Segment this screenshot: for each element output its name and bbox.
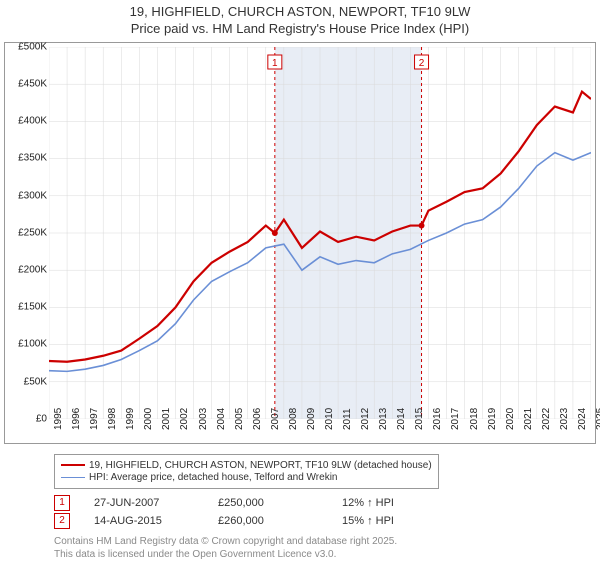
x-tick-label: 2025 — [595, 408, 600, 430]
x-tick-label: 2015 — [414, 408, 425, 430]
y-tick-label: £450K — [7, 78, 47, 89]
y-tick-label: £500K — [7, 41, 47, 52]
svg-text:2: 2 — [419, 58, 425, 69]
x-tick-label: 2010 — [324, 408, 335, 430]
attribution: Contains HM Land Registry data © Crown c… — [54, 535, 596, 561]
sale-marker-box: 2 — [54, 513, 70, 529]
y-tick-label: £100K — [7, 339, 47, 350]
x-tick-label: 2002 — [179, 408, 190, 430]
sale-list: 1 27-JUN-2007 £250,000 12% ↑ HPI 2 14-AUG-201… — [4, 495, 596, 529]
legend-swatch — [61, 477, 85, 478]
x-tick-label: 2011 — [342, 408, 353, 430]
legend-item: 19, HIGHFIELD, CHURCH ASTON, NEWPORT, TF… — [61, 460, 432, 471]
sale-delta: 12% ↑ HPI — [342, 497, 394, 509]
y-tick-label: £200K — [7, 264, 47, 275]
x-tick-label: 1998 — [107, 408, 118, 430]
x-tick-label: 2020 — [505, 408, 516, 430]
legend-item: HPI: Average price, detached house, Telf… — [61, 472, 432, 483]
title-line-1: 19, HIGHFIELD, CHURCH ASTON, NEWPORT, TF… — [130, 4, 471, 19]
legend-label: 19, HIGHFIELD, CHURCH ASTON, NEWPORT, TF… — [89, 460, 432, 471]
y-tick-label: £300K — [7, 190, 47, 201]
sale-row: 2 14-AUG-2015 £260,000 15% ↑ HPI — [54, 513, 596, 529]
x-tick-label: 1996 — [71, 408, 82, 430]
chart-svg: 12 — [49, 47, 591, 419]
x-tick-label: 2016 — [432, 408, 443, 430]
x-tick-label: 1995 — [53, 408, 64, 430]
x-tick-label: 2004 — [216, 408, 227, 430]
x-tick-label: 2005 — [234, 408, 245, 430]
y-tick-label: £0 — [7, 413, 47, 424]
x-tick-label: 2006 — [252, 408, 263, 430]
y-tick-label: £50K — [7, 376, 47, 387]
sale-price: £250,000 — [218, 497, 318, 509]
x-tick-label: 2024 — [577, 408, 588, 430]
x-tick-label: 2012 — [360, 408, 371, 430]
x-tick-label: 2009 — [306, 408, 317, 430]
x-tick-label: 2019 — [487, 408, 498, 430]
sale-price: £260,000 — [218, 515, 318, 527]
sale-row: 1 27-JUN-2007 £250,000 12% ↑ HPI — [54, 495, 596, 511]
title-line-2: Price paid vs. HM Land Registry's House … — [131, 21, 469, 36]
x-tick-label: 2013 — [378, 408, 389, 430]
x-tick-label: 1997 — [89, 408, 100, 430]
x-tick-label: 2018 — [469, 408, 480, 430]
chart-title: 19, HIGHFIELD, CHURCH ASTON, NEWPORT, TF… — [4, 4, 596, 38]
sale-delta: 15% ↑ HPI — [342, 515, 394, 527]
legend-swatch — [61, 464, 85, 466]
x-tick-label: 2023 — [559, 408, 570, 430]
x-tick-label: 2014 — [396, 408, 407, 430]
x-tick-label: 2021 — [523, 408, 534, 430]
legend-label: HPI: Average price, detached house, Telf… — [89, 472, 338, 483]
sale-marker-box: 1 — [54, 495, 70, 511]
x-tick-label: 2017 — [450, 408, 461, 430]
x-tick-label: 2000 — [143, 408, 154, 430]
attribution-line: Contains HM Land Registry data © Crown c… — [54, 536, 397, 547]
sale-date: 27-JUN-2007 — [94, 497, 194, 509]
sale-date: 14-AUG-2015 — [94, 515, 194, 527]
x-tick-label: 2003 — [198, 408, 209, 430]
x-tick-label: 2022 — [541, 408, 552, 430]
x-tick-label: 2008 — [288, 408, 299, 430]
svg-text:1: 1 — [272, 58, 278, 69]
x-tick-label: 2007 — [270, 408, 281, 430]
attribution-line: This data is licensed under the Open Gov… — [54, 549, 336, 560]
y-tick-label: £350K — [7, 153, 47, 164]
y-tick-label: £150K — [7, 302, 47, 313]
y-tick-label: £250K — [7, 227, 47, 238]
x-tick-label: 2001 — [161, 408, 172, 430]
x-tick-label: 1999 — [125, 408, 136, 430]
y-tick-label: £400K — [7, 116, 47, 127]
legend: 19, HIGHFIELD, CHURCH ASTON, NEWPORT, TF… — [54, 454, 439, 489]
plot-area: 12 — [49, 47, 591, 419]
chart-container: 12 £0£50K£100K£150K£200K£250K£300K£350K£… — [4, 42, 596, 444]
